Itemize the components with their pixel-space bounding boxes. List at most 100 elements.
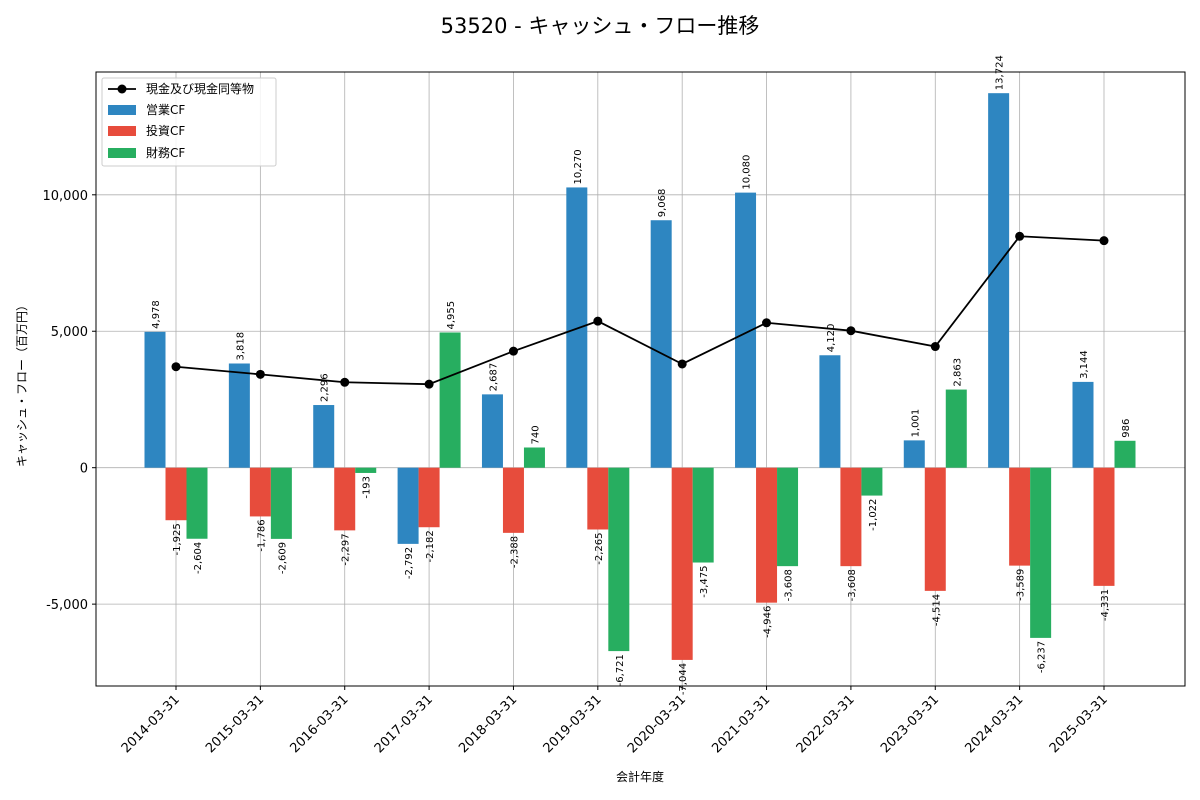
cash-line <box>175 235 1105 386</box>
bar-営業CF-2024-03-31 <box>988 93 1010 468</box>
bar-財務CF-2024-03-31 <box>1030 467 1052 638</box>
bar-営業CF-2019-03-31 <box>566 187 588 468</box>
bar-value-label: 3,818 <box>235 332 246 361</box>
bar-value-label: 2,687 <box>488 363 499 392</box>
y-tick-label: 10,000 <box>43 189 89 204</box>
bar-value-label: -1,022 <box>868 499 879 531</box>
bar-営業CF-2021-03-31 <box>735 192 757 468</box>
bar-営業CF-2017-03-31 <box>397 467 419 544</box>
legend-swatch <box>108 126 136 136</box>
bar-営業CF-2022-03-31 <box>819 355 841 468</box>
bar-value-label: 2,863 <box>952 358 963 387</box>
x-tick-label: 2015-03-31 <box>203 692 267 756</box>
bar-財務CF-2014-03-31 <box>186 467 208 539</box>
bar-財務CF-2020-03-31 <box>692 467 714 563</box>
bar-投資CF-2020-03-31 <box>671 467 693 660</box>
bar-value-label: 10,270 <box>573 149 584 184</box>
bar-投資CF-2025-03-31 <box>1093 467 1115 586</box>
x-tick-label: 2025-03-31 <box>1047 692 1111 756</box>
bar-営業CF-2015-03-31 <box>228 363 250 468</box>
x-tick-label: 2018-03-31 <box>456 692 520 756</box>
bar-value-label: 3,144 <box>1079 350 1090 379</box>
x-tick-label: 2016-03-31 <box>288 692 352 756</box>
bar-財務CF-2021-03-31 <box>777 467 799 567</box>
x-axis: 2014-03-31 2015-03-31 2016-03-31 2017-03-31… <box>119 686 1111 756</box>
bar-value-label: -3,475 <box>699 566 710 598</box>
bar-投資CF-2016-03-31 <box>334 467 356 531</box>
x-tick-label: 2022-03-31 <box>794 692 858 756</box>
bar-営業CF-2014-03-31 <box>144 331 166 468</box>
bar-財務CF-2023-03-31 <box>945 389 967 468</box>
y-tick-label: 0 <box>80 462 88 477</box>
cash-point <box>340 377 350 387</box>
y-tick-label: -5,000 <box>46 598 88 613</box>
bar-投資CF-2019-03-31 <box>587 467 609 530</box>
bar-value-label: -2,297 <box>341 533 352 565</box>
bar-value-label: -6,721 <box>615 654 626 686</box>
bar-営業CF-2018-03-31 <box>481 394 503 468</box>
bar-value-label: -193 <box>362 476 373 499</box>
bar-value-label: -2,792 <box>404 547 415 579</box>
bar-投資CF-2018-03-31 <box>502 467 524 533</box>
cash-point <box>508 346 518 356</box>
bars-group <box>144 93 1136 660</box>
bar-value-label: -2,604 <box>193 542 204 574</box>
bar-財務CF-2017-03-31 <box>439 332 461 468</box>
x-tick-label: 2019-03-31 <box>541 692 605 756</box>
y-axis-title: キャッシュ・フロー（百万円） <box>15 299 29 467</box>
bar-value-label: -1,925 <box>172 523 183 555</box>
bar-投資CF-2021-03-31 <box>756 467 778 603</box>
bar-value-label: -3,589 <box>1016 569 1027 601</box>
bar-value-label: -2,388 <box>509 536 520 568</box>
bar-投資CF-2017-03-31 <box>418 467 440 528</box>
legend-label: 財務CF <box>146 145 185 160</box>
bar-営業CF-2016-03-31 <box>313 405 335 468</box>
y-tick-label: 5,000 <box>51 325 88 340</box>
bar-value-label: -4,946 <box>763 606 774 638</box>
legend-swatch <box>108 105 136 115</box>
bar-財務CF-2018-03-31 <box>523 447 545 468</box>
bar-value-label: 4,978 <box>151 300 162 329</box>
bar-value-label: 9,068 <box>657 189 668 218</box>
legend-label: 投資CF <box>146 123 185 138</box>
cash-point <box>762 318 772 328</box>
bar-財務CF-2022-03-31 <box>861 467 883 496</box>
y-axis: -5,000 0 5,000 10,000 <box>43 189 96 613</box>
bar-value-label: -4,331 <box>1100 589 1111 621</box>
legend-swatch <box>108 148 136 158</box>
cash-line-group <box>171 231 1109 389</box>
chart-title: 53520 - キャッシュ・フロー推移 <box>441 14 760 38</box>
cash-point <box>1099 236 1109 246</box>
x-tick-label: 2014-03-31 <box>119 692 183 756</box>
bar-value-label: 10,080 <box>742 155 753 190</box>
bar-value-label: -6,237 <box>1037 641 1048 673</box>
bar-value-label: -3,608 <box>847 569 858 601</box>
bar-投資CF-2014-03-31 <box>165 467 187 521</box>
bar-value-label: -3,608 <box>784 569 795 601</box>
plot-frame <box>95 71 1186 687</box>
bar-営業CF-2025-03-31 <box>1072 381 1094 468</box>
bar-投資CF-2022-03-31 <box>840 467 862 567</box>
bar-投資CF-2024-03-31 <box>1009 467 1031 566</box>
bar-value-label: 1,001 <box>910 409 921 438</box>
bar-投資CF-2015-03-31 <box>249 467 271 517</box>
bar-財務CF-2025-03-31 <box>1114 440 1136 468</box>
legend-box <box>101 77 277 167</box>
cash-point <box>424 379 434 389</box>
cash-point <box>846 326 856 336</box>
bar-value-label: -2,265 <box>594 532 605 564</box>
bar-value-label: 4,120 <box>826 324 837 353</box>
bar-財務CF-2016-03-31 <box>355 467 377 473</box>
cash-point <box>930 342 940 352</box>
legend-label: 営業CF <box>146 103 185 117</box>
bar-営業CF-2023-03-31 <box>903 440 925 468</box>
bar-value-label: 13,724 <box>995 55 1006 90</box>
x-tick-label: 2017-03-31 <box>372 692 436 756</box>
x-tick-label: 2024-03-31 <box>962 692 1026 756</box>
bar-value-label: -1,786 <box>256 519 267 551</box>
bar-営業CF-2020-03-31 <box>650 220 672 468</box>
bar-value-label: 4,955 <box>446 301 457 330</box>
x-tick-label: 2023-03-31 <box>878 692 942 756</box>
